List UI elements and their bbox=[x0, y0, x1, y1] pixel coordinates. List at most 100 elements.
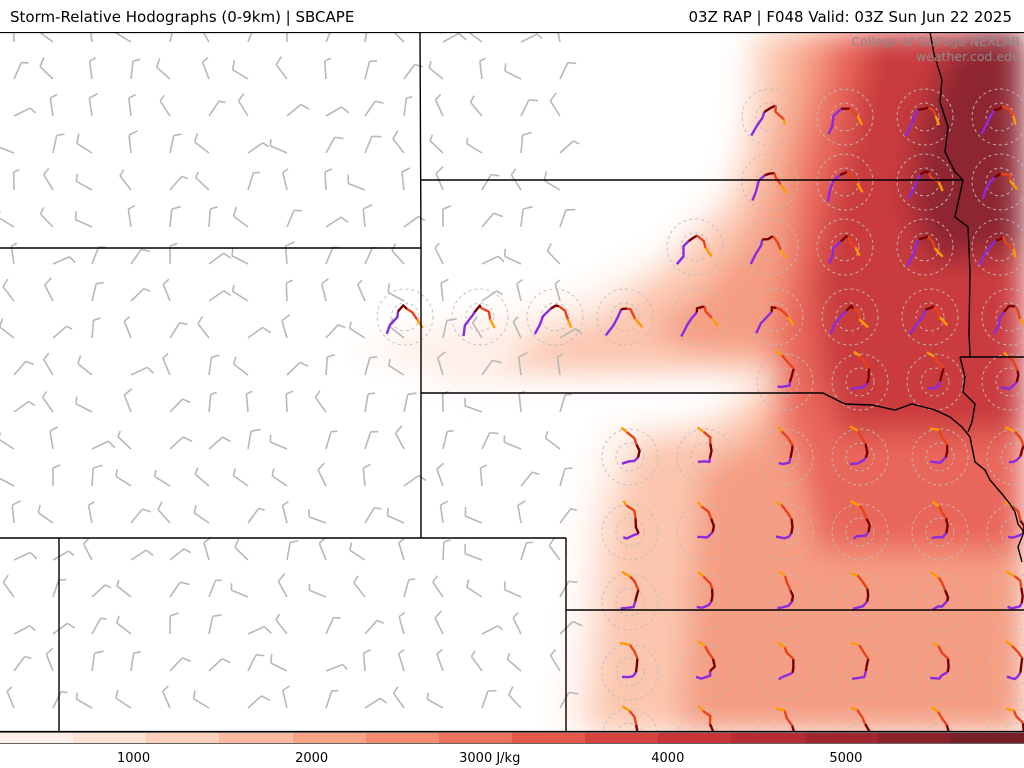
colorbar-segment bbox=[950, 733, 1024, 743]
wind-barbs bbox=[0, 32, 583, 709]
wind-barb bbox=[512, 316, 522, 339]
hodograph bbox=[1004, 426, 1024, 464]
wind-barb bbox=[119, 169, 132, 191]
hodograph bbox=[622, 500, 640, 540]
wind-barb bbox=[434, 93, 444, 117]
wind-barb bbox=[429, 134, 444, 154]
hodographs bbox=[385, 104, 1024, 732]
wind-barb bbox=[91, 317, 101, 339]
wind-barb bbox=[208, 391, 217, 413]
wind-barb bbox=[325, 136, 344, 154]
range-ring bbox=[601, 503, 659, 561]
wind-barb bbox=[169, 133, 182, 154]
wind-barb bbox=[549, 648, 561, 672]
hodograph bbox=[850, 642, 870, 680]
wind-barb bbox=[392, 32, 405, 43]
wind-barb bbox=[286, 361, 309, 376]
border-line bbox=[419, 32, 422, 249]
colorbar-segment bbox=[365, 733, 439, 743]
wind-barb bbox=[364, 246, 380, 265]
wind-barb bbox=[464, 397, 483, 413]
wind-barb bbox=[442, 539, 451, 561]
wind-barb bbox=[546, 242, 561, 265]
wind-barb bbox=[39, 57, 54, 80]
wind-barb bbox=[192, 690, 210, 709]
river-border bbox=[929, 32, 964, 181]
wind-barb bbox=[115, 689, 132, 709]
wind-barb bbox=[208, 614, 222, 635]
wind-barb bbox=[82, 537, 93, 561]
wind-barb bbox=[13, 360, 35, 376]
wind-barb bbox=[75, 396, 93, 413]
wind-barb bbox=[441, 390, 449, 413]
wind-barb bbox=[401, 167, 411, 191]
wind-barb bbox=[434, 610, 444, 635]
wind-barb bbox=[234, 538, 249, 561]
wind-barb bbox=[392, 686, 405, 709]
wind-barb bbox=[37, 504, 54, 524]
hodograph bbox=[680, 305, 719, 338]
model-valid-time: 03Z RAP | F048 Valid: 03Z Sun Jun 22 202… bbox=[688, 8, 1012, 26]
wind-barb bbox=[481, 431, 499, 450]
wind-barb bbox=[0, 211, 15, 228]
range-ring bbox=[911, 428, 969, 486]
wind-barb bbox=[52, 325, 73, 339]
hodograph bbox=[775, 350, 795, 388]
range-ring bbox=[741, 153, 799, 211]
range-ring bbox=[756, 643, 814, 701]
wind-barb bbox=[12, 168, 20, 191]
wind-barb bbox=[364, 697, 388, 709]
range-ring bbox=[971, 218, 1024, 276]
wind-barb bbox=[357, 279, 366, 302]
wind-barb bbox=[169, 205, 182, 228]
wind-barb bbox=[281, 314, 291, 339]
wind-barb bbox=[362, 649, 372, 672]
wind-barb bbox=[364, 59, 378, 80]
wind-barb bbox=[43, 167, 54, 191]
hodograph bbox=[695, 640, 716, 680]
wind-barb bbox=[269, 139, 288, 154]
wind-barb bbox=[364, 392, 375, 413]
wind-barb bbox=[520, 33, 543, 43]
wind-barb bbox=[559, 140, 580, 154]
wind-barb bbox=[503, 581, 522, 598]
wind-barb bbox=[91, 617, 107, 635]
wind-barb bbox=[13, 400, 36, 413]
wind-barb bbox=[42, 352, 54, 376]
wind-barb bbox=[325, 353, 336, 376]
wind-barb bbox=[398, 611, 406, 635]
wind-barb bbox=[556, 353, 564, 376]
wind-barb bbox=[426, 692, 444, 709]
range-ring bbox=[831, 353, 889, 411]
wind-barb bbox=[398, 538, 405, 561]
wind-barb bbox=[325, 323, 346, 339]
wind-barb bbox=[364, 506, 382, 524]
wind-barb bbox=[325, 216, 349, 228]
wind-barb bbox=[91, 464, 103, 487]
wind-barb bbox=[364, 32, 368, 43]
wind-barb bbox=[544, 430, 561, 450]
wind-barb bbox=[362, 463, 371, 487]
wind-barb bbox=[282, 168, 289, 191]
wind-barb bbox=[286, 32, 288, 43]
wind-barb bbox=[559, 208, 576, 228]
wind-barb bbox=[208, 354, 220, 376]
wind-barb bbox=[208, 657, 231, 672]
wind-barb bbox=[318, 536, 327, 561]
wind-barb bbox=[559, 580, 578, 598]
range-ring bbox=[601, 428, 659, 486]
wind-barb bbox=[153, 470, 171, 487]
wind-barb bbox=[88, 57, 97, 80]
wind-barb bbox=[284, 241, 295, 265]
wind-barb bbox=[481, 689, 497, 709]
wind-barb bbox=[91, 440, 116, 450]
wind-barb bbox=[2, 278, 15, 302]
wind-barb bbox=[325, 430, 338, 450]
wind-barb bbox=[88, 92, 98, 117]
wind-barb bbox=[282, 685, 290, 709]
wind-barb bbox=[465, 137, 483, 154]
wind-barb bbox=[503, 248, 522, 265]
wind-barb bbox=[543, 171, 561, 191]
wind-barb bbox=[130, 248, 151, 265]
hodograph bbox=[385, 304, 424, 335]
